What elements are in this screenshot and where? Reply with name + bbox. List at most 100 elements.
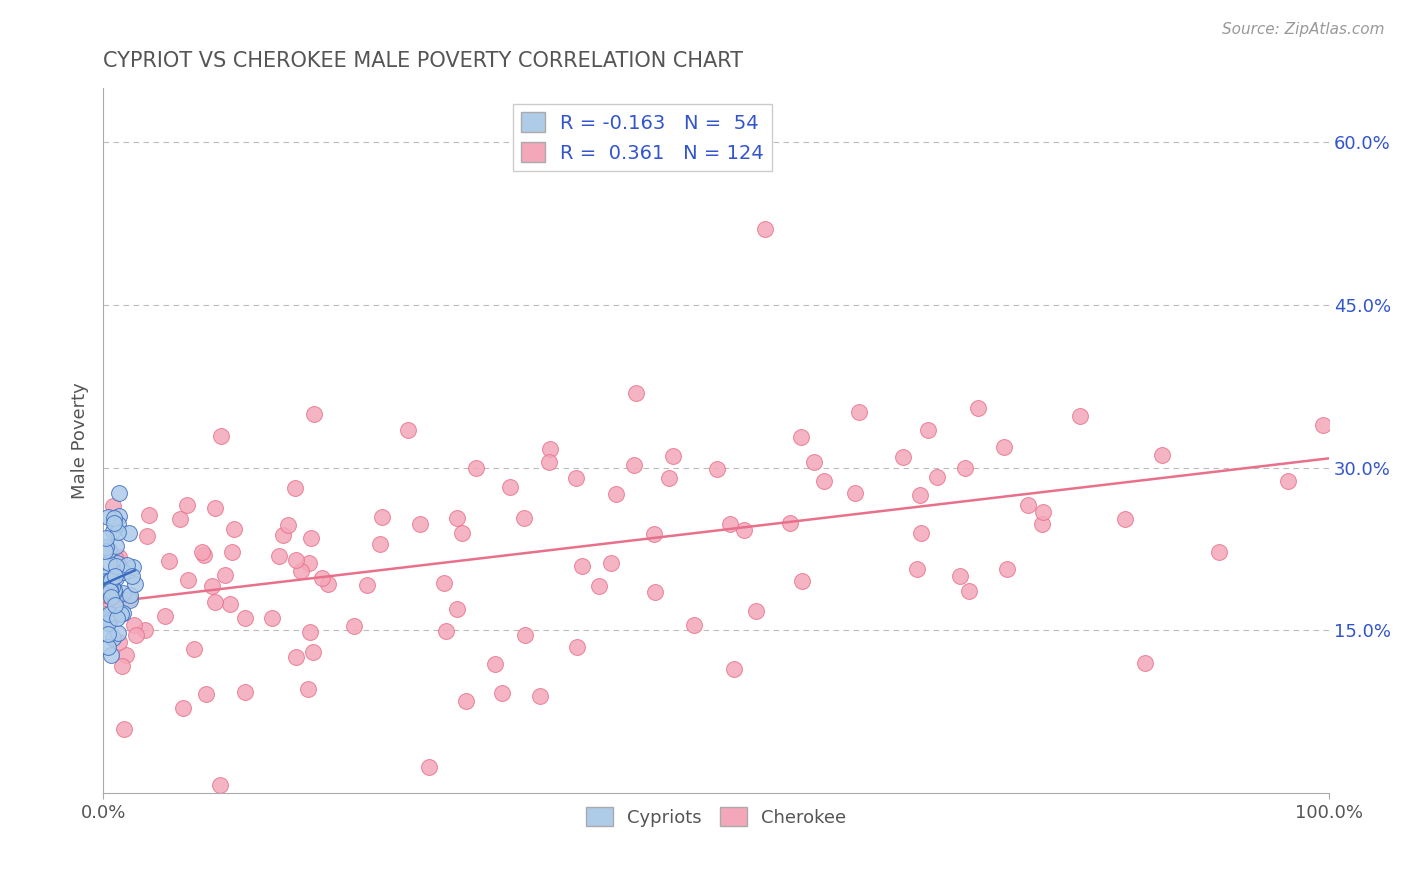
Point: [644, 585, 666, 599]
Point: [94, 531, 117, 545]
Point: [789, 430, 811, 444]
Point: [302, 407, 325, 421]
Point: [371, 510, 394, 524]
Point: [260, 611, 283, 625]
Point: [104, 568, 127, 582]
Point: [101, 499, 124, 513]
Point: [529, 689, 551, 703]
Point: [98, 584, 121, 599]
Point: [662, 449, 685, 463]
Point: [105, 611, 128, 625]
Point: [172, 701, 194, 715]
Point: [103, 585, 125, 599]
Point: [683, 617, 706, 632]
Point: [434, 624, 457, 638]
Point: [754, 221, 776, 235]
Point: [233, 611, 256, 625]
Point: [155, 609, 177, 624]
Point: [418, 760, 440, 774]
Point: [1208, 545, 1230, 559]
Point: [121, 569, 143, 583]
Point: [101, 580, 124, 594]
Point: [98, 556, 121, 570]
Point: [120, 591, 142, 606]
Point: [446, 511, 468, 525]
Point: [269, 549, 291, 564]
Point: [957, 583, 980, 598]
Point: [408, 517, 430, 532]
Point: [953, 461, 976, 475]
Point: [193, 548, 215, 562]
Point: [446, 602, 468, 616]
Point: [285, 553, 308, 567]
Point: [107, 524, 129, 539]
Point: [222, 522, 245, 536]
Point: [513, 511, 536, 525]
Point: [1017, 498, 1039, 512]
Point: [94, 570, 117, 584]
Point: [718, 517, 741, 532]
Point: [571, 559, 593, 574]
Point: [108, 508, 131, 523]
Point: [208, 778, 231, 792]
Point: [118, 525, 141, 540]
Point: [905, 561, 928, 575]
Point: [107, 485, 129, 500]
Point: [499, 480, 522, 494]
Point: [290, 564, 312, 578]
Point: [643, 527, 665, 541]
Point: [1031, 517, 1053, 532]
Point: [995, 562, 1018, 576]
Point: [277, 518, 299, 533]
Point: [169, 512, 191, 526]
Text: CYPRIOT VS CHEROKEE MALE POVERTY CORRELATION CHART: CYPRIOT VS CHEROKEE MALE POVERTY CORRELA…: [103, 51, 744, 70]
Point: [96, 540, 118, 554]
Point: [1312, 417, 1334, 432]
Point: [723, 662, 745, 676]
Point: [104, 571, 127, 585]
Point: [100, 574, 122, 588]
Point: [100, 582, 122, 597]
Point: [107, 516, 129, 531]
Point: [844, 486, 866, 500]
Point: [138, 508, 160, 522]
Point: [101, 588, 124, 602]
Point: [183, 642, 205, 657]
Point: [135, 529, 157, 543]
Y-axis label: Male Poverty: Male Poverty: [72, 382, 89, 499]
Point: [214, 567, 236, 582]
Point: [177, 573, 200, 587]
Point: [104, 539, 127, 553]
Point: [112, 723, 135, 737]
Point: [96, 582, 118, 597]
Point: [118, 592, 141, 607]
Point: [103, 516, 125, 530]
Point: [97, 510, 120, 524]
Point: [104, 559, 127, 574]
Point: [925, 469, 948, 483]
Point: [97, 616, 120, 631]
Point: [112, 606, 135, 620]
Point: [298, 624, 321, 639]
Point: [176, 498, 198, 512]
Point: [910, 525, 932, 540]
Point: [121, 560, 143, 574]
Point: [623, 458, 645, 472]
Point: [356, 578, 378, 592]
Point: [1150, 448, 1173, 462]
Point: [658, 471, 681, 485]
Point: [565, 640, 588, 654]
Point: [107, 625, 129, 640]
Point: [993, 441, 1015, 455]
Point: [908, 488, 931, 502]
Point: [792, 574, 814, 588]
Point: [219, 597, 242, 611]
Point: [624, 386, 647, 401]
Point: [813, 474, 835, 488]
Point: [117, 558, 139, 572]
Point: [108, 634, 131, 648]
Legend: Cypriots, Cherokee: Cypriots, Cherokee: [578, 799, 853, 834]
Point: [103, 511, 125, 525]
Point: [96, 640, 118, 655]
Point: [917, 423, 939, 437]
